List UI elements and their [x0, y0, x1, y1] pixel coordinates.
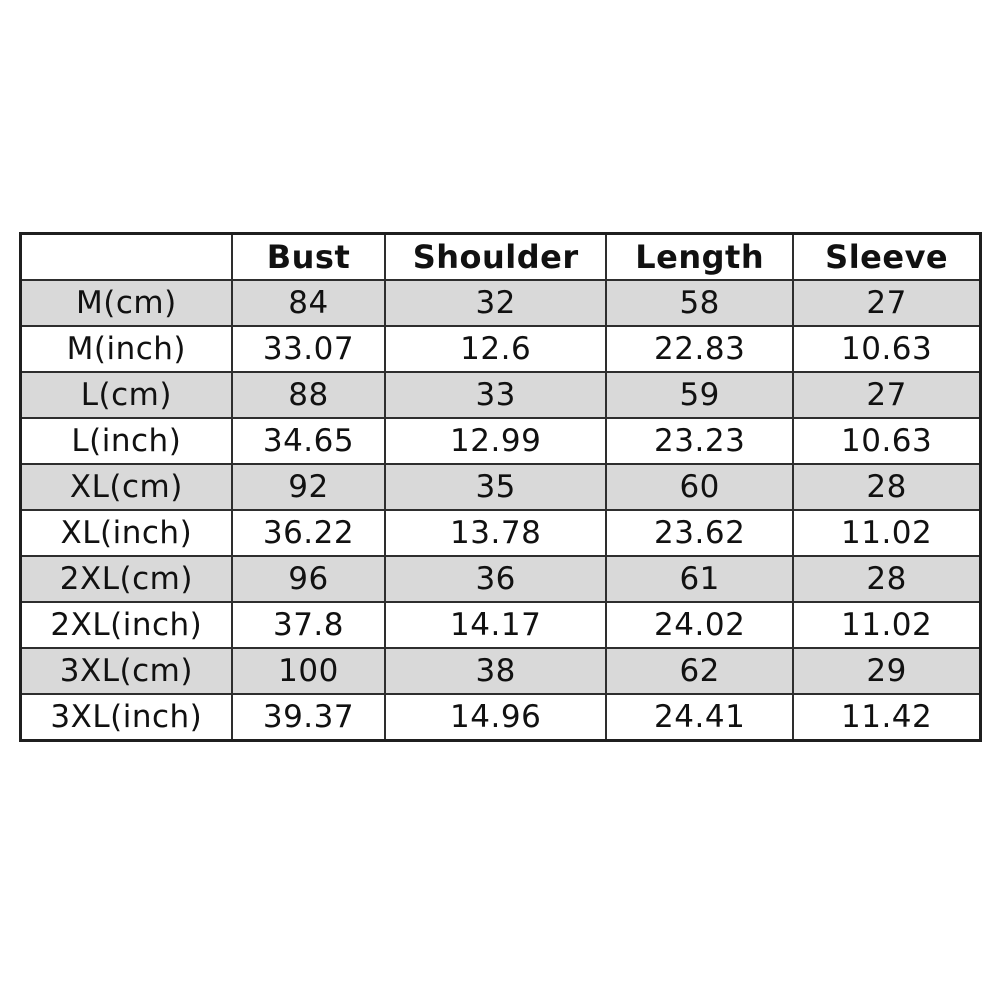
data-cell: 29 [792, 647, 982, 695]
table-row: XL(cm) 92 35 60 28 [19, 463, 982, 511]
data-cell: 24.02 [605, 601, 795, 649]
data-cell: 12.6 [384, 325, 608, 373]
data-cell: 84 [230, 279, 387, 327]
data-cell: 62 [605, 647, 795, 695]
data-cell: 11.02 [792, 601, 982, 649]
data-cell: 10.63 [792, 417, 982, 465]
row-label-cell: 2XL(cm) [19, 555, 233, 603]
data-cell: 60 [605, 463, 795, 511]
row-label-cell: L(cm) [19, 371, 233, 419]
data-cell: 33 [384, 371, 608, 419]
header-cell-empty [19, 232, 233, 281]
table-row: 3XL(inch) 39.37 14.96 24.41 11.42 [19, 693, 982, 742]
data-cell: 32 [384, 279, 608, 327]
data-cell: 33.07 [230, 325, 387, 373]
row-label-cell: XL(inch) [19, 509, 233, 557]
row-label-cell: 3XL(cm) [19, 647, 233, 695]
header-cell-bust: Bust [230, 232, 387, 281]
data-cell: 88 [230, 371, 387, 419]
data-cell: 24.41 [605, 693, 795, 742]
header-row: Bust Shoulder Length Sleeve [19, 232, 982, 281]
table-row: XL(inch) 36.22 13.78 23.62 11.02 [19, 509, 982, 557]
table-row: L(inch) 34.65 12.99 23.23 10.63 [19, 417, 982, 465]
table-row: M(inch) 33.07 12.6 22.83 10.63 [19, 325, 982, 373]
data-cell: 13.78 [384, 509, 608, 557]
data-cell: 23.23 [605, 417, 795, 465]
data-cell: 96 [230, 555, 387, 603]
data-cell: 22.83 [605, 325, 795, 373]
row-label-cell: 2XL(inch) [19, 601, 233, 649]
data-cell: 28 [792, 463, 982, 511]
data-cell: 28 [792, 555, 982, 603]
header-cell-sleeve: Sleeve [792, 232, 982, 281]
row-label-cell: 3XL(inch) [19, 693, 233, 742]
table-row: 2XL(inch) 37.8 14.17 24.02 11.02 [19, 601, 982, 649]
row-label-cell: M(inch) [19, 325, 233, 373]
table-row: 2XL(cm) 96 36 61 28 [19, 555, 982, 603]
data-cell: 35 [384, 463, 608, 511]
data-cell: 27 [792, 371, 982, 419]
data-cell: 14.96 [384, 693, 608, 742]
table-row: L(cm) 88 33 59 27 [19, 371, 982, 419]
data-cell: 36.22 [230, 509, 387, 557]
data-cell: 36 [384, 555, 608, 603]
row-label-cell: XL(cm) [19, 463, 233, 511]
data-cell: 10.63 [792, 325, 982, 373]
data-cell: 58 [605, 279, 795, 327]
row-label-cell: L(inch) [19, 417, 233, 465]
data-cell: 34.65 [230, 417, 387, 465]
data-cell: 100 [230, 647, 387, 695]
data-cell: 27 [792, 279, 982, 327]
data-cell: 38 [384, 647, 608, 695]
data-cell: 23.62 [605, 509, 795, 557]
table-row: 3XL(cm) 100 38 62 29 [19, 647, 982, 695]
header-cell-shoulder: Shoulder [384, 232, 608, 281]
data-cell: 14.17 [384, 601, 608, 649]
header-cell-length: Length [605, 232, 795, 281]
data-cell: 37.8 [230, 601, 387, 649]
table-row: M(cm) 84 32 58 27 [19, 279, 982, 327]
data-cell: 61 [605, 555, 795, 603]
data-cell: 11.02 [792, 509, 982, 557]
data-cell: 92 [230, 463, 387, 511]
data-cell: 59 [605, 371, 795, 419]
size-chart-table: Bust Shoulder Length Sleeve M(cm) 84 32 … [19, 232, 982, 742]
row-label-cell: M(cm) [19, 279, 233, 327]
data-cell: 39.37 [230, 693, 387, 742]
data-cell: 12.99 [384, 417, 608, 465]
data-cell: 11.42 [792, 693, 982, 742]
